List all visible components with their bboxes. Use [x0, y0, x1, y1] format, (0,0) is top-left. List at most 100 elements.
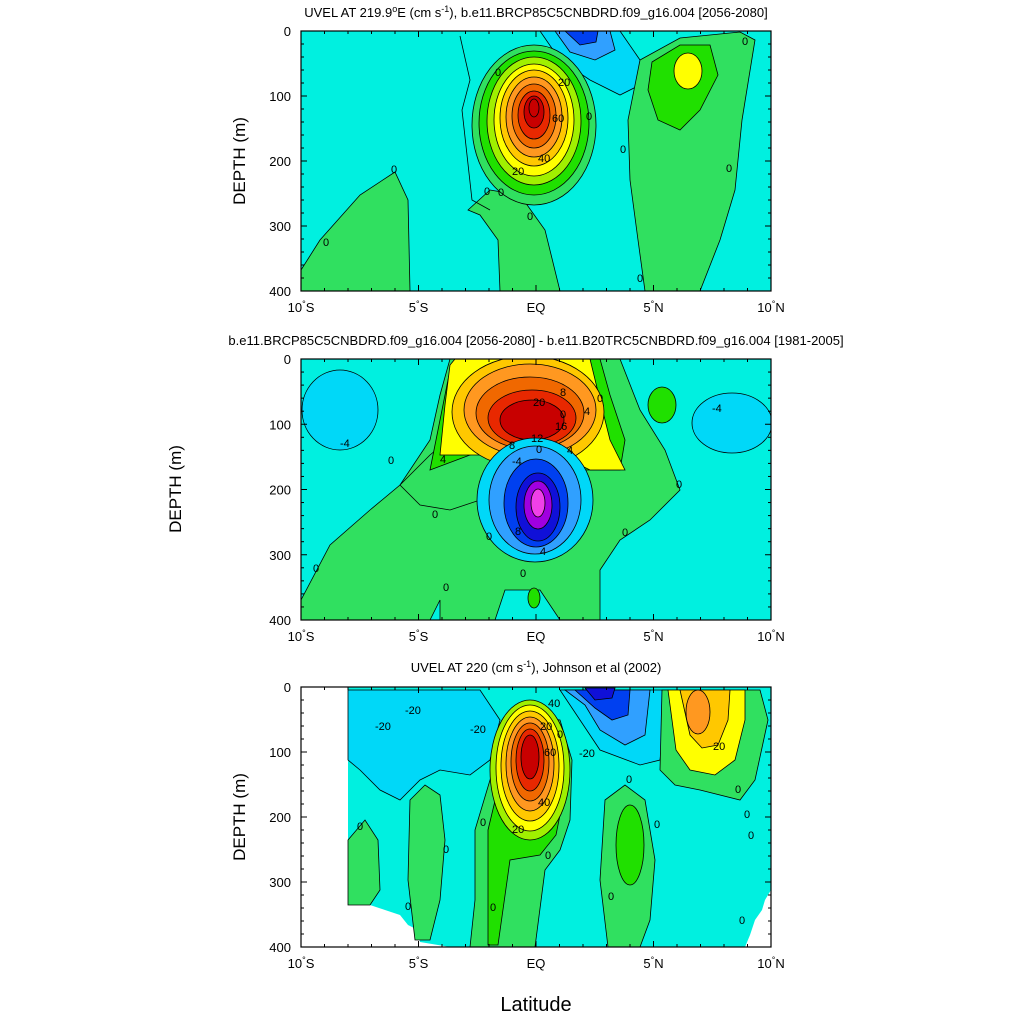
svg-text:0: 0: [626, 774, 632, 786]
band-5n-lime: [615, 804, 645, 886]
deep-yellow-spot: [527, 587, 541, 609]
x-tick-label: 5°S: [409, 628, 429, 644]
y-tick-label: 100: [269, 417, 291, 432]
x-tick-label: 10°S: [288, 299, 315, 315]
svg-text:0: 0: [432, 509, 438, 521]
north-neg-lobe: [691, 392, 771, 454]
panel-title: b.e11.BRCP85C5CNBDRD.f09_g16.004 [2056-2…: [228, 333, 843, 348]
euc-core: [489, 699, 571, 841]
svg-text:0: 0: [608, 891, 614, 903]
svg-text:4: 4: [584, 406, 590, 418]
x-tick-label: EQ: [527, 956, 546, 971]
band-west-green: [301, 171, 411, 291]
svg-text:0: 0: [498, 187, 504, 199]
x-tick-label: 5°S: [409, 955, 429, 971]
contour-labels: 20 8 4 16 12 8 4 -4 -4 -4 8 4 4 0 0 0 0 …: [313, 387, 722, 594]
svg-text:0: 0: [560, 409, 566, 421]
svg-text:60: 60: [544, 747, 556, 759]
svg-text:20: 20: [540, 721, 552, 733]
y-tick-label: 200: [269, 810, 291, 825]
svg-text:0: 0: [735, 784, 741, 796]
svg-text:0: 0: [726, 163, 732, 175]
y-tick-label: 100: [269, 745, 291, 760]
south-neg-lobe: [301, 369, 379, 451]
y-axis-label: DEPTH (m): [230, 773, 249, 861]
contour-field: [301, 359, 771, 620]
svg-text:-4: -4: [340, 438, 350, 450]
x-axis-title: Latitude: [500, 994, 571, 1016]
svg-text:0: 0: [597, 393, 603, 405]
svg-text:0: 0: [391, 164, 397, 176]
svg-text:16: 16: [555, 421, 567, 433]
contour-labels: 20 60 40 20 0 0 0 0 0 0 0 0 0 0 0: [323, 36, 748, 285]
panel-middle: b.e11.BRCP85C5CNBDRD.f09_g16.004 [2056-2…: [166, 333, 844, 644]
svg-text:-20: -20: [405, 705, 421, 717]
svg-text:0: 0: [357, 821, 363, 833]
svg-text:0: 0: [748, 830, 754, 842]
y-tick-label: 200: [269, 154, 291, 169]
y-tick-label: 400: [269, 940, 291, 955]
svg-text:40: 40: [538, 153, 550, 165]
contour-field: [301, 31, 771, 291]
y-tick-label: 400: [269, 613, 291, 628]
svg-text:20: 20: [533, 397, 545, 409]
x-axis: 10°S 5°S EQ 5°N 10°N: [288, 359, 785, 644]
svg-text:-4: -4: [512, 456, 522, 468]
svg-text:0: 0: [323, 237, 329, 249]
svg-text:0: 0: [527, 211, 533, 223]
y-axis-label: DEPTH (m): [166, 445, 185, 533]
x-axis: 10°S 5°S EQ 5°N 10°N: [288, 31, 785, 315]
svg-text:-20: -20: [375, 721, 391, 733]
y-tick-label: 0: [284, 680, 291, 695]
x-tick-label: EQ: [527, 629, 546, 644]
svg-text:0: 0: [495, 67, 501, 79]
band-north-navy: [573, 689, 631, 721]
y-tick-label: 400: [269, 284, 291, 299]
panel-title: UVEL AT 219.9oE (cm s-1), b.e11.BRCP85C5…: [304, 4, 767, 20]
x-tick-label: 10°S: [288, 955, 315, 971]
lobe-lime-east: [647, 386, 677, 424]
svg-text:0: 0: [620, 144, 626, 156]
svg-text:0: 0: [654, 819, 660, 831]
svg-text:8: 8: [509, 440, 515, 452]
y-tick-label: 300: [269, 219, 291, 234]
necc-core: [673, 52, 703, 90]
svg-text:0: 0: [443, 582, 449, 594]
x-tick-label: 5°N: [643, 299, 663, 315]
band-south-green: [407, 784, 446, 941]
positive-core: [451, 359, 605, 469]
svg-text:-4: -4: [712, 403, 722, 415]
y-tick-label: 300: [269, 548, 291, 563]
svg-text:0: 0: [557, 729, 563, 741]
svg-text:0: 0: [490, 902, 496, 914]
euc-core: [471, 44, 597, 206]
svg-text:20: 20: [512, 824, 524, 836]
x-tick-label: EQ: [527, 300, 546, 315]
svg-text:0: 0: [484, 186, 490, 198]
negative-core: [476, 437, 594, 563]
svg-text:0: 0: [545, 850, 551, 862]
svg-text:0: 0: [313, 563, 319, 575]
x-tick-label: 5°N: [643, 955, 663, 971]
svg-text:0: 0: [744, 809, 750, 821]
panel-bottom: UVEL AT 220 (cm s-1), Johnson et al (200…: [230, 659, 785, 971]
svg-text:20: 20: [512, 166, 524, 178]
svg-text:-20: -20: [579, 748, 595, 760]
svg-text:0: 0: [443, 844, 449, 856]
svg-text:-20: -20: [470, 724, 486, 736]
svg-text:20: 20: [558, 77, 570, 89]
svg-text:8: 8: [560, 387, 566, 399]
y-tick-label: 300: [269, 875, 291, 890]
contour-labels: -20 -20 -20 -20 40 20 0 60 40 20 0 20 0 …: [357, 698, 754, 927]
svg-text:0: 0: [739, 915, 745, 927]
svg-text:0: 0: [480, 817, 486, 829]
svg-text:0: 0: [742, 36, 748, 48]
y-tick-label: 0: [284, 24, 291, 39]
y-tick-label: 100: [269, 89, 291, 104]
band-neg-cyan: [347, 689, 501, 801]
svg-text:4: 4: [540, 546, 546, 558]
